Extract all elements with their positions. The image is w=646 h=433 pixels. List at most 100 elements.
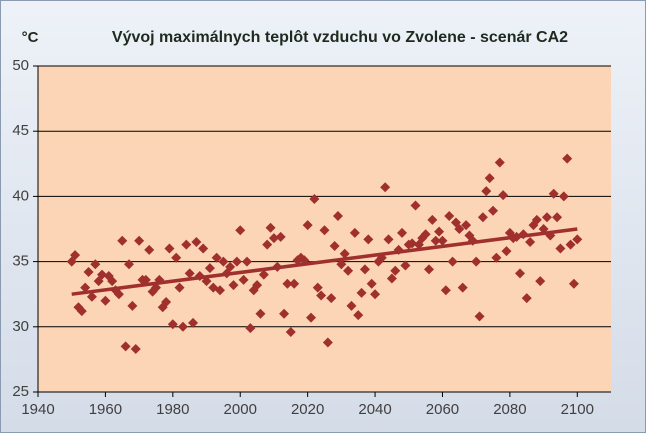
data-point [167,319,178,330]
data-point [262,239,273,250]
data-point [107,276,118,287]
data-point [447,256,458,267]
data-point [356,287,367,298]
data-point [83,267,94,278]
data-point [514,268,525,279]
data-point [228,280,239,291]
data-point [363,234,374,245]
data-point [434,226,445,237]
data-point [454,224,465,234]
data-point [410,200,421,211]
data-point [531,214,542,225]
data-point [501,246,512,257]
data-point [113,289,124,300]
data-point [370,289,381,300]
x-tick-label: 2000 [224,401,257,418]
data-point [488,205,499,216]
data-point [397,227,408,238]
data-point [346,300,357,311]
data-point [423,264,434,275]
data-point [430,235,441,246]
x-tick-label: 1980 [156,401,189,418]
data-point [568,278,579,289]
data-point [134,235,145,246]
data-point [252,280,263,291]
data-point [289,278,300,289]
data-point [319,225,330,236]
data-point [144,244,155,255]
data-point [437,235,448,246]
data-point [177,321,188,332]
data-point [491,252,502,263]
data-point [316,290,327,301]
data-point [292,255,303,266]
data-point [174,282,185,293]
data-point [427,214,438,225]
x-tick-label: 2040 [358,401,391,418]
data-point [100,295,111,306]
data-point [562,153,573,164]
data-point [265,222,276,233]
data-point [268,233,279,244]
data-point [407,238,418,249]
data-point [309,194,320,205]
data-point [306,312,317,323]
data-point [474,311,485,322]
data-point [353,310,364,321]
data-point [481,186,492,197]
data-point [521,293,532,304]
data-point [124,259,135,270]
data-point [359,264,370,275]
y-tick-label: 40 [12,187,29,204]
y-tick-label: 30 [12,318,29,335]
data-point [366,278,377,289]
y-tick-label: 35 [12,253,29,270]
data-point [80,282,91,293]
data-point [477,212,488,223]
data-point [235,225,246,236]
data-point [117,235,128,246]
data-point [181,239,192,250]
data-point [282,278,293,289]
data-point [120,341,131,352]
data-point [572,234,583,245]
data-point [70,250,81,261]
data-point [444,210,455,221]
data-point [322,337,333,348]
data-point [211,252,222,263]
data-point [184,268,195,279]
data-point [558,191,569,202]
chart-title: Vývoj maximálnych teplôt vzduchu vo Zvol… [112,29,568,46]
data-point [171,252,182,263]
data-point [339,248,350,259]
x-tick-label: 2100 [561,401,594,418]
data-point [555,243,566,254]
y-axis-unit: °C [22,29,39,46]
data-point [541,212,552,223]
data-point [498,190,509,201]
data-point [302,220,313,231]
data-point [380,182,391,193]
data-point [191,237,202,248]
data-point [329,240,340,251]
data-point [140,274,151,285]
data-point [198,243,209,254]
data-point [164,243,175,254]
data-point [225,261,236,272]
data-point [420,229,431,240]
x-tick-label: 2020 [291,401,324,418]
data-point [383,234,394,245]
data-point [525,237,536,248]
data-point [130,343,141,354]
data-point [440,285,451,296]
data-point [535,276,546,287]
data-point [312,282,323,293]
y-tick-label: 50 [12,57,29,74]
data-point [204,263,215,274]
data-point [127,300,138,311]
data-point [258,269,269,280]
trend-line [71,227,578,296]
data-point [326,293,337,304]
data-point [238,274,249,285]
data-point [285,327,296,338]
